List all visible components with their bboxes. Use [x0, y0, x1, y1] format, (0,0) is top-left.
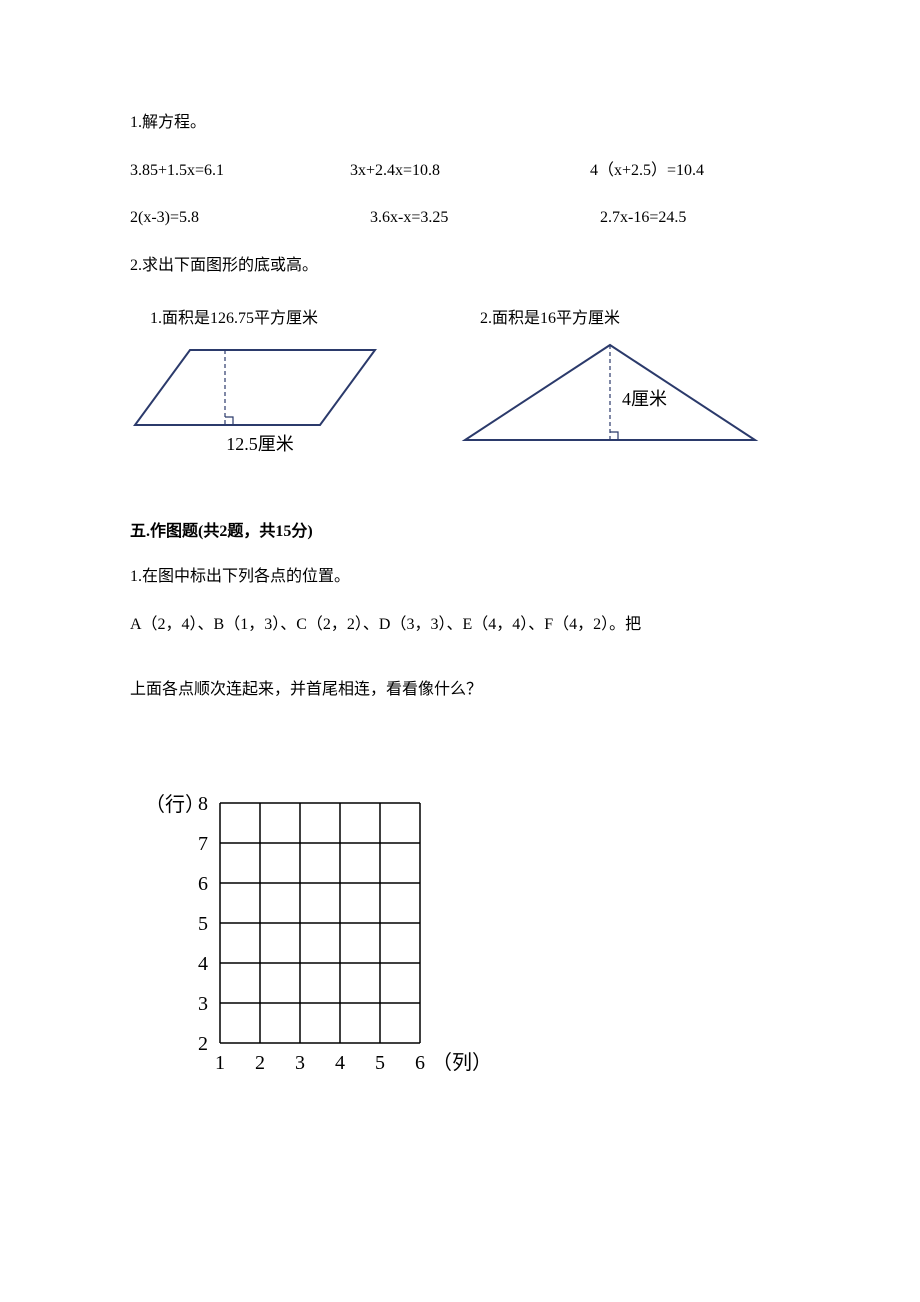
triangle-diagram: 4厘米 [460, 340, 790, 464]
svg-text:4: 4 [335, 1052, 345, 1074]
svg-text:6: 6 [415, 1052, 425, 1074]
svg-text:1: 1 [215, 1052, 225, 1074]
grid-chart: 2345678123456（行）（列） [130, 743, 790, 1092]
svg-text:2: 2 [255, 1052, 265, 1074]
q1-prompt: 1.解方程。 [130, 110, 790, 136]
svg-text:3: 3 [198, 993, 208, 1015]
figures-row: 1.面积是126.75平方厘米 12.5厘米 2.面积是16平方厘米 4厘米 [130, 306, 790, 478]
equation: 2(x-3)=5.8 [130, 205, 350, 231]
equation-row-2: 2(x-3)=5.8 3.6x-x=3.25 2.7x-16=24.5 [130, 205, 790, 231]
equation: 3x+2.4x=10.8 [350, 158, 590, 184]
svg-text:3: 3 [295, 1052, 305, 1074]
s5-q1-points: A（2，4）、B（1，3）、C（2，2）、D（3，3）、E（4，4）、F（4，2… [130, 612, 790, 638]
svg-text:（行）: （行） [145, 793, 205, 816]
svg-text:5: 5 [375, 1052, 385, 1074]
q2-prompt: 2.求出下面图形的底或高。 [130, 253, 790, 279]
height-label: 4厘米 [622, 389, 667, 409]
parallelogram-diagram: 12.5厘米 [130, 340, 460, 479]
figure-2-title: 2.面积是16平方厘米 [460, 306, 790, 332]
s5-q1-prompt: 1.在图中标出下列各点的位置。 [130, 564, 790, 590]
svg-text:6: 6 [198, 873, 208, 895]
svg-text:2: 2 [198, 1033, 208, 1055]
equation: 2.7x-16=24.5 [590, 205, 790, 231]
svg-text:7: 7 [198, 833, 208, 855]
svg-text:5: 5 [198, 913, 208, 935]
figure-1-title: 1.面积是126.75平方厘米 [130, 306, 460, 332]
equation: 3.85+1.5x=6.1 [130, 158, 350, 184]
equation: 3.6x-x=3.25 [350, 205, 590, 231]
figure-1: 1.面积是126.75平方厘米 12.5厘米 [130, 306, 460, 478]
equation: 4（x+2.5）=10.4 [590, 158, 790, 184]
figure-2: 2.面积是16平方厘米 4厘米 [460, 306, 790, 478]
section-5-header: 五.作图题(共2题，共15分) [130, 519, 790, 545]
svg-text:（列）: （列） [432, 1051, 492, 1074]
svg-text:4: 4 [198, 953, 208, 975]
base-label: 12.5厘米 [226, 434, 294, 454]
s5-q1-instruction: 上面各点顺次连起来，并首尾相连，看看像什么？ [130, 677, 790, 703]
equation-row-1: 3.85+1.5x=6.1 3x+2.4x=10.8 4（x+2.5）=10.4 [130, 158, 790, 184]
